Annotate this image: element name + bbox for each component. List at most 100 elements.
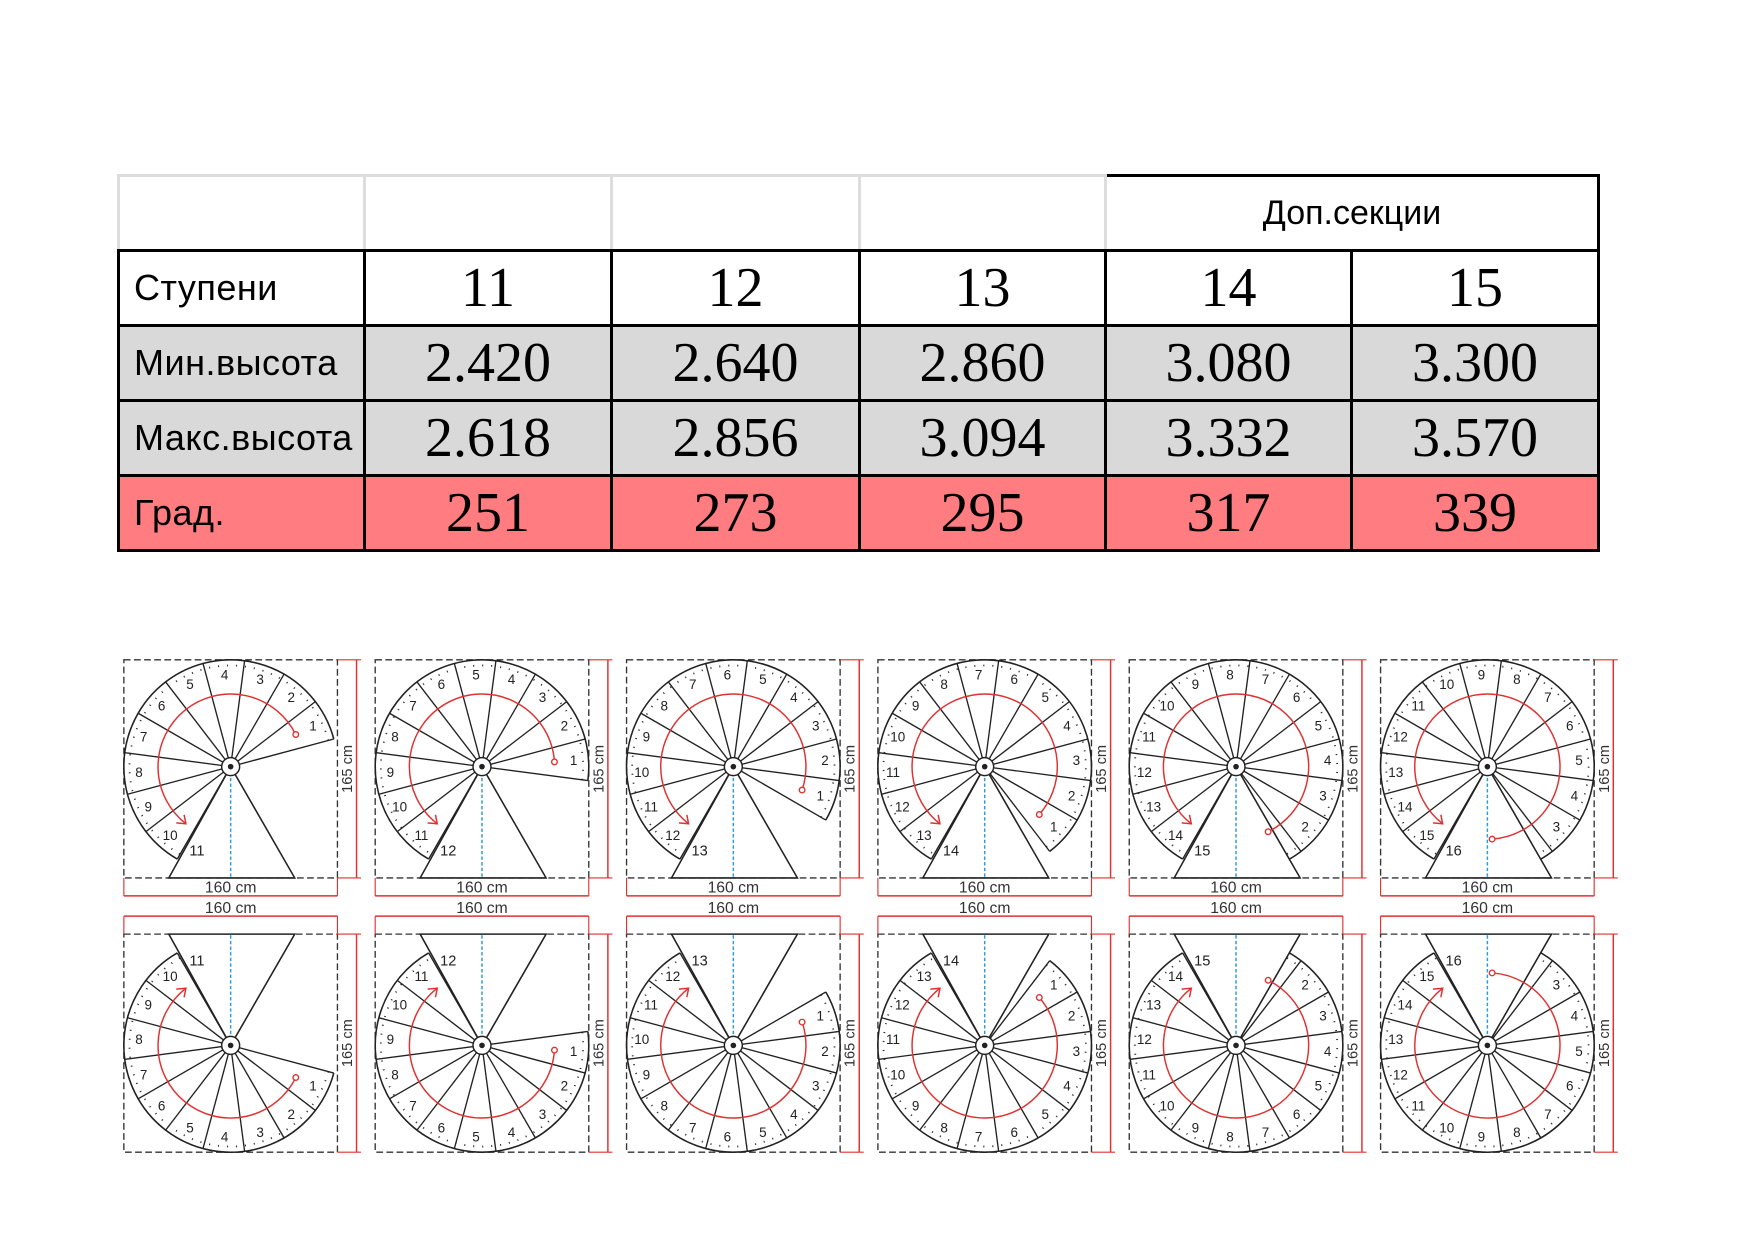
step-edge	[733, 765, 840, 782]
step-number: 8	[135, 1032, 143, 1047]
landing-step-number: 14	[943, 954, 959, 970]
outer-rim	[1379, 659, 1595, 875]
step-edge	[416, 681, 483, 768]
landing-step-number: 15	[1194, 954, 1210, 970]
step-number: 3	[1553, 820, 1561, 835]
step-edge	[919, 1044, 986, 1131]
step-number: 6	[724, 667, 732, 682]
step-edge	[1150, 979, 1237, 1046]
step-edge	[230, 1044, 316, 1111]
step-number: 7	[689, 677, 697, 692]
step-number: 1	[570, 753, 578, 768]
step-edge	[1143, 712, 1237, 768]
step-number: 6	[158, 1098, 166, 1113]
outer-rim	[374, 952, 590, 1153]
step-edge	[481, 738, 586, 768]
step-number: 7	[689, 1120, 697, 1135]
step-edge	[1207, 663, 1237, 767]
landing-step-number: 13	[691, 843, 707, 859]
width-label: 160 cm	[205, 880, 257, 897]
row-label: Град.	[117, 474, 366, 552]
step-edge	[389, 712, 483, 768]
width-label: 160 cm	[1210, 900, 1262, 917]
step-number: 2	[287, 1107, 295, 1122]
empty-header-cell	[117, 174, 366, 252]
step-edge	[1381, 752, 1488, 768]
step-edge	[1235, 960, 1302, 1046]
step-edge	[137, 1044, 231, 1100]
step-number: 2	[1301, 820, 1309, 835]
step-edge	[1486, 766, 1553, 852]
step-edge	[165, 681, 232, 768]
step-number: 11	[414, 969, 428, 984]
step-edge	[732, 1045, 788, 1139]
cell: 15	[1350, 249, 1600, 327]
step-edge	[145, 766, 232, 833]
step-number: 6	[1010, 1125, 1018, 1140]
step-number: 7	[1544, 690, 1552, 705]
step-edge	[453, 1045, 483, 1149]
height-label: 165 cm	[340, 745, 356, 793]
step-number: 7	[409, 1098, 417, 1113]
step-edge	[984, 991, 1078, 1046]
cell: 273	[610, 474, 861, 552]
center-pole	[1484, 763, 1491, 770]
cell: 3.300	[1350, 324, 1600, 402]
step-number: 7	[140, 730, 148, 745]
landing-platform	[1424, 933, 1553, 1048]
arrowhead-icon	[427, 814, 439, 825]
baluster-dots	[1385, 664, 1590, 869]
cell: 317	[1104, 474, 1353, 552]
step-edge	[640, 1044, 734, 1100]
step-number: 8	[1226, 667, 1234, 682]
cell: 2.860	[858, 324, 1107, 402]
row-label: Макс.высота	[117, 399, 366, 477]
step-number: 2	[1301, 977, 1309, 992]
step-edge	[1235, 1030, 1342, 1047]
step-number: 4	[221, 667, 229, 682]
step-edge	[145, 979, 232, 1046]
step-number: 9	[643, 730, 651, 745]
step-number: 9	[643, 1067, 651, 1082]
step-number: 3	[812, 1079, 820, 1094]
empty-header-cell	[610, 174, 861, 252]
cell: 3.570	[1350, 399, 1600, 477]
step-number: 5	[759, 672, 767, 687]
step-number: 11	[1411, 1098, 1425, 1113]
step-number: 1	[309, 1079, 316, 1094]
step-edge	[627, 752, 734, 768]
arc-start-marker	[1488, 835, 1496, 843]
step-number: 4	[790, 1107, 798, 1122]
step-edge	[1486, 673, 1542, 767]
step-number: 5	[472, 1130, 480, 1145]
arc-start-marker	[798, 786, 806, 794]
landing-platform	[1172, 933, 1302, 1048]
step-edge	[891, 712, 986, 768]
step-edge	[481, 701, 568, 768]
step-number: 2	[1068, 789, 1076, 804]
step-edge	[1459, 1045, 1489, 1149]
height-label: 165 cm	[591, 745, 607, 793]
cell: 12	[610, 249, 861, 327]
step-edge	[137, 712, 231, 768]
baluster-dots	[379, 664, 585, 856]
landing-step-number: 12	[440, 843, 456, 859]
step-number: 4	[221, 1130, 229, 1145]
step-edge	[1170, 1044, 1237, 1131]
step-number: 13	[1146, 997, 1161, 1012]
landing-platform	[670, 765, 799, 879]
step-number: 4	[1063, 1079, 1071, 1094]
step-edge	[733, 1044, 837, 1074]
step-number: 8	[1513, 672, 1521, 687]
cell: 14	[1104, 249, 1353, 327]
step-number: 8	[135, 765, 143, 780]
step-edge	[1132, 1017, 1237, 1047]
landing-step-number: 16	[1446, 843, 1462, 859]
step-edge	[733, 766, 827, 821]
step-number: 9	[145, 997, 153, 1012]
center-pole	[981, 1042, 988, 1049]
